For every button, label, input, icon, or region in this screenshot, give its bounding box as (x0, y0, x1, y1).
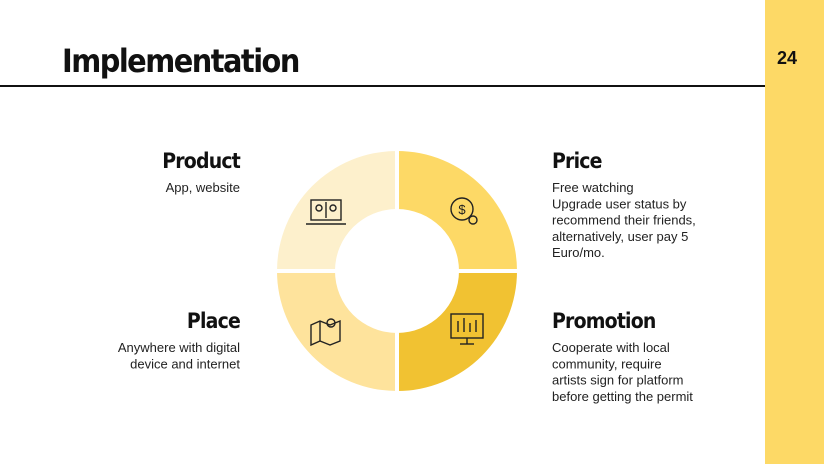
quadrant-title: Price (552, 149, 602, 173)
quadrant-text: device and internet (130, 356, 240, 371)
quadrant-text: before getting the permit (552, 389, 693, 404)
segment-promotion (397, 271, 517, 391)
segment-place (277, 271, 397, 391)
icon-map (310, 318, 341, 347)
texts: Product App, website Price Free watchingUpg… (118, 149, 696, 404)
quadrant-text: community, require (552, 356, 662, 371)
quadrant-text: artists sign for platform (552, 373, 684, 388)
page-number: 24 (777, 48, 797, 68)
segment-product (277, 151, 397, 271)
quadrant-text: Euro/mo. (552, 245, 605, 260)
quadrant-title: Place (187, 309, 240, 333)
quadrant-text: Cooperate with local (552, 340, 670, 355)
svg-text:$: $ (458, 202, 466, 217)
quadrant-text: Free watching (552, 180, 634, 195)
segment-price (397, 151, 517, 271)
icon-laptop (306, 199, 346, 225)
quadrant-text: alternatively, user pay 5 (552, 229, 688, 244)
quadrant-text: Anywhere with digital (118, 340, 240, 355)
quadrant-text: recommend their friends, (552, 213, 696, 228)
quadrant-title: Promotion (552, 309, 656, 333)
icon-monitor (450, 313, 484, 345)
quadrant-title: Product (162, 149, 241, 173)
donut (274, 148, 520, 394)
title: Implementation (62, 42, 299, 80)
icon-price: $ (450, 197, 478, 225)
quadrant-text: App, website (166, 180, 240, 195)
sidebar (765, 0, 824, 464)
quadrant-text: Upgrade user status by (552, 196, 687, 211)
